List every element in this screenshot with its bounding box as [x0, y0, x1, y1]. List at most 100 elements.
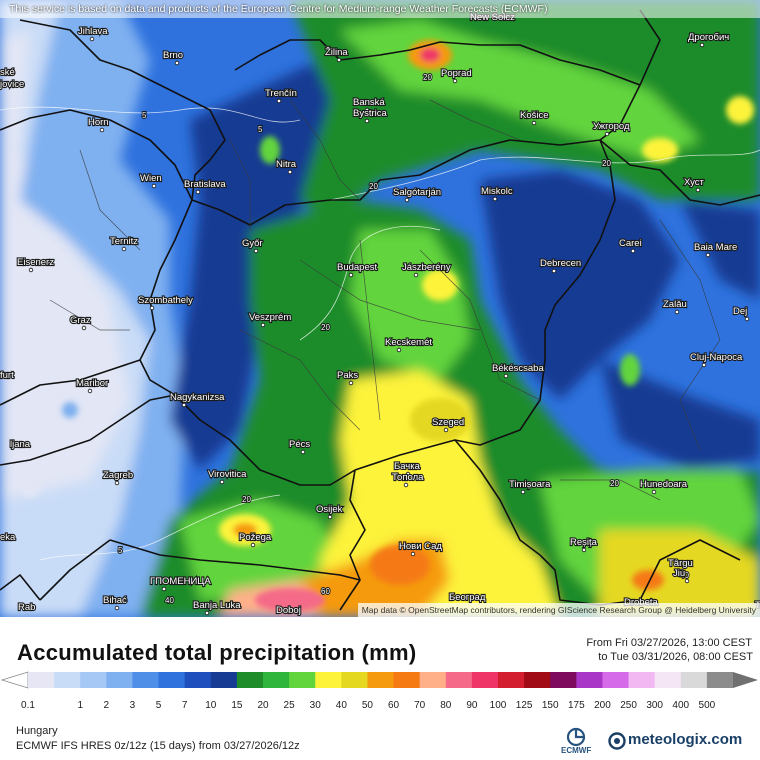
city-label: Hunedoara [640, 479, 688, 490]
city-label: Brno [163, 50, 183, 61]
city-marker [300, 449, 306, 455]
city-marker [581, 547, 587, 553]
isoline-label: 20 [423, 73, 432, 82]
city-marker [219, 479, 225, 485]
city-label: eka [0, 532, 16, 543]
isoline-label: 5 [142, 111, 147, 120]
legend-swatch [628, 672, 656, 688]
precip-zone-dark-east [480, 170, 760, 470]
border-ua-pl [639, 9, 661, 86]
city-label: Paks [337, 370, 358, 381]
city-marker [276, 98, 282, 104]
legend-label: 10 [205, 700, 217, 711]
border-at-si [0, 359, 141, 406]
legend-label: 90 [466, 700, 478, 711]
legend-swatch [367, 672, 394, 688]
legend-label: 200 [594, 700, 611, 711]
city-11: Nitra [275, 158, 298, 175]
legend-swatch [106, 672, 133, 688]
city-46: Нови Сад [398, 540, 443, 557]
city-marker [151, 183, 157, 189]
border-cz-sk-at [19, 19, 226, 201]
city-10: Horn [87, 116, 110, 133]
city-6: Banská [352, 96, 387, 113]
city-marker [87, 388, 93, 394]
city-label: Banská [353, 97, 385, 108]
legend-swatch [289, 672, 316, 688]
legend-swatch [550, 672, 577, 688]
city-16: Хуст [683, 176, 706, 193]
region-border [79, 149, 141, 251]
city-marker [121, 246, 127, 252]
city-label: Ужгород [593, 121, 630, 132]
city-marker [531, 120, 537, 126]
city-39: Virovitica [207, 468, 248, 485]
city-label: Bystrica [353, 108, 388, 119]
isoline-label: 5 [118, 546, 123, 555]
city-marker [99, 127, 105, 133]
city-label: Rab [18, 602, 35, 613]
city-marker [492, 196, 498, 202]
city-label: Baia Mare [694, 242, 737, 253]
city-23: Jászberény [401, 261, 452, 278]
city-label: Eisenerz [17, 257, 54, 268]
border-ua-ro [599, 139, 760, 206]
precip-blob [233, 523, 257, 537]
city-50: Bihać [102, 594, 128, 611]
period-from: From Fri 03/27/2026, 13:00 CEST [586, 637, 752, 649]
border-si-hr [0, 394, 176, 466]
city-marker [405, 471, 411, 477]
city-label: Osijek [316, 504, 343, 515]
city-label: ljana [10, 439, 31, 450]
border-cz-at [0, 109, 193, 201]
city-8: Košice [519, 109, 550, 126]
city-32: Békéscsaba [491, 362, 546, 379]
isoline-label: 40 [165, 596, 174, 605]
legend-label: 2 [104, 700, 110, 711]
city-label: Szombathely [138, 295, 193, 306]
city-30: Kecskemét [384, 336, 433, 353]
city-53: Doboj [275, 604, 302, 617]
city-marker [114, 480, 120, 486]
city-marker [28, 267, 34, 273]
city-21: Eisenerz [16, 256, 55, 273]
precip-blob [620, 354, 640, 386]
region-border [429, 99, 521, 141]
city-marker [695, 187, 701, 193]
legend-swatch [602, 672, 629, 688]
city-56: Rab [17, 601, 37, 614]
ecmwf-logo-text: ECMWF [561, 746, 592, 755]
city-40: Бачка [393, 460, 422, 477]
city-label: Топола [392, 472, 424, 483]
city-38: Zagreb [102, 469, 134, 486]
city-label: Budapest [337, 262, 378, 273]
precip-blob [255, 588, 325, 612]
city-marker [404, 197, 410, 203]
ecmwf-logo[interactable] [561, 727, 591, 757]
isoline-label: 60 [321, 587, 330, 596]
isoline-20 [329, 149, 760, 201]
map-attribution[interactable]: Map data © OpenStreetMap contributors, r… [357, 603, 760, 617]
isoline-20 [299, 225, 441, 341]
city-marker [604, 131, 610, 137]
city-29: Dej [732, 305, 750, 322]
legend-label: 250 [620, 700, 637, 711]
precip-blobs [18, 40, 754, 612]
city-marker [336, 57, 342, 63]
precipitation-map[interactable]: 5 5 20 20 20 20 20 20 5 40 40 60 Jihlava Brno Žilina P… [0, 0, 760, 617]
city-marker [327, 514, 333, 520]
map-canvas: 5 5 20 20 20 20 20 20 5 40 40 60 Jihlava Brno Žilina P… [0, 0, 760, 617]
city-42: Timișoara [508, 478, 552, 495]
city-label: ské [0, 67, 15, 78]
legend-swatch [132, 672, 159, 688]
legend-label: 80 [440, 700, 452, 711]
legend-label: 30 [310, 700, 322, 711]
city-12: Wien [139, 172, 163, 189]
city-26: Szombathely [137, 294, 194, 311]
legend-swatch [471, 672, 499, 688]
city-59: jovice [0, 78, 25, 91]
city-14: Salgótarján [392, 186, 442, 203]
city-label: furt [0, 370, 14, 381]
city-25: Zalău [662, 298, 688, 315]
border-ro-internal [639, 539, 741, 601]
